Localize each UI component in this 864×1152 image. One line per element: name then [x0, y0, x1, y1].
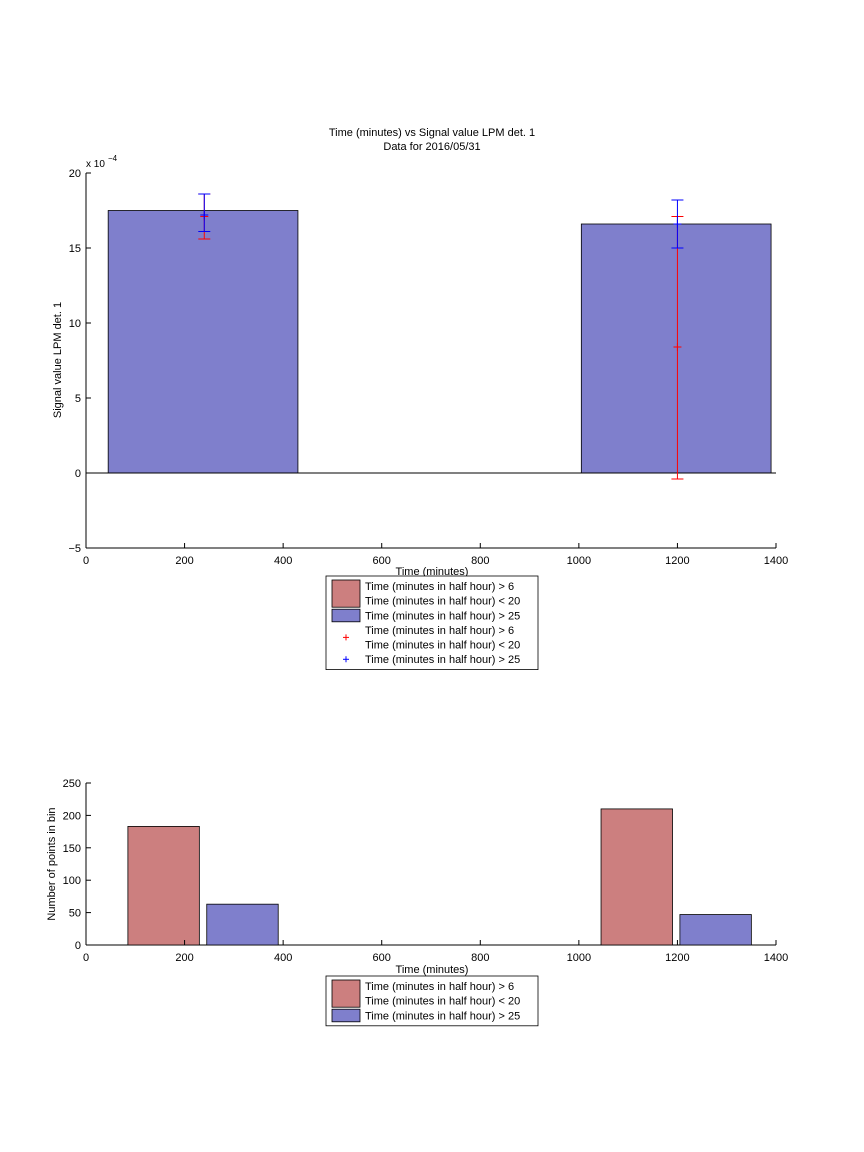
- y-tick-label: 200: [63, 810, 81, 822]
- y-tick-label: 0: [75, 940, 81, 952]
- legend-marker: [343, 656, 349, 663]
- y-exponent-power: −4: [108, 154, 118, 163]
- bar: [127, 826, 200, 946]
- x-tick-label: 0: [83, 555, 89, 567]
- y-tick-label: 0: [75, 468, 81, 480]
- legend-label: Time (minutes in half hour) > 6: [365, 581, 514, 593]
- legend-swatch: [331, 979, 361, 1008]
- bar: [600, 808, 673, 946]
- error-bar: [671, 199, 684, 249]
- x-tick-label: 1000: [567, 952, 591, 964]
- legend-marker: [343, 634, 349, 641]
- x-tick-label: 1200: [665, 555, 689, 567]
- legend-label: Time (minutes in half hour) > 6: [365, 981, 514, 993]
- chart-title: Time (minutes) vs Signal value LPM det. …: [329, 127, 535, 139]
- x-tick-label: 600: [373, 952, 391, 964]
- y-axis-label: Signal value LPM det. 1: [52, 302, 64, 418]
- x-tick-label: 400: [274, 952, 292, 964]
- bar: [206, 903, 279, 946]
- x-tick-label: 600: [373, 555, 391, 567]
- x-tick-label: 800: [471, 555, 489, 567]
- legend-label: Time (minutes in half hour) > 6: [365, 625, 514, 637]
- y-axis-label: Number of points in bin: [46, 807, 58, 920]
- bar: [580, 223, 772, 474]
- y-tick-label: −5: [68, 543, 81, 555]
- legend-label: Time (minutes in half hour) < 20: [365, 640, 520, 652]
- error-bar: [198, 193, 211, 232]
- x-tick-label: 1400: [764, 952, 788, 964]
- legend-label: Time (minutes in half hour) < 20: [365, 596, 520, 608]
- legend: Time (minutes in half hour) > 6 Time (min…: [325, 575, 539, 670]
- legend-label: Time (minutes in half hour) > 25: [365, 610, 520, 622]
- x-tick-label: 1000: [567, 555, 591, 567]
- legend-swatch: [331, 608, 361, 623]
- plot-area: 0 200 400 600 800 1000 1200 1400 0 50 100 150 200 250: [63, 778, 789, 964]
- legend: Time (minutes in half hour) > 6 Time (min…: [325, 975, 539, 1027]
- legend-box: [325, 575, 539, 670]
- y-tick-label: 100: [63, 875, 81, 887]
- x-axis-label: Time (minutes): [396, 566, 469, 578]
- count-chart: 0 200 400 600 800 1000 1200 1400 0 50 100 150 200 250…: [46, 778, 789, 1027]
- x-tick-label: 1400: [764, 555, 788, 567]
- y-tick-label: 150: [63, 843, 81, 855]
- y-tick-label: 10: [69, 318, 81, 330]
- x-tick-label: 0: [83, 952, 89, 964]
- bar: [679, 914, 752, 946]
- y-exponent: x 10 −4: [86, 154, 118, 170]
- y-tick-label: 5: [75, 393, 81, 405]
- y-tick-label: 50: [69, 908, 81, 920]
- y-tick-label: 20: [69, 168, 81, 180]
- x-tick-label: 200: [175, 555, 193, 567]
- x-tick-label: 800: [471, 952, 489, 964]
- signal-chart: Time (minutes) vs Signal value LPM det. …: [52, 127, 788, 670]
- y-exponent-base: x 10: [86, 159, 105, 170]
- x-tick-label: 1200: [665, 952, 689, 964]
- chart-subtitle: Data for 2016/05/31: [383, 141, 480, 153]
- legend-label: Time (minutes in half hour) > 25: [365, 1010, 520, 1022]
- legend-label: Time (minutes in half hour) > 25: [365, 654, 520, 666]
- y-tick-label: 250: [63, 778, 81, 790]
- bar: [107, 210, 299, 474]
- legend-box: [325, 975, 539, 1027]
- legend-label: Time (minutes in half hour) < 20: [365, 996, 520, 1008]
- y-tick-label: 15: [69, 243, 81, 255]
- x-axis-label: Time (minutes): [396, 964, 469, 976]
- legend-swatch: [331, 1008, 361, 1023]
- legend-swatch: [331, 579, 361, 608]
- x-tick-label: 400: [274, 555, 292, 567]
- x-tick-label: 200: [175, 952, 193, 964]
